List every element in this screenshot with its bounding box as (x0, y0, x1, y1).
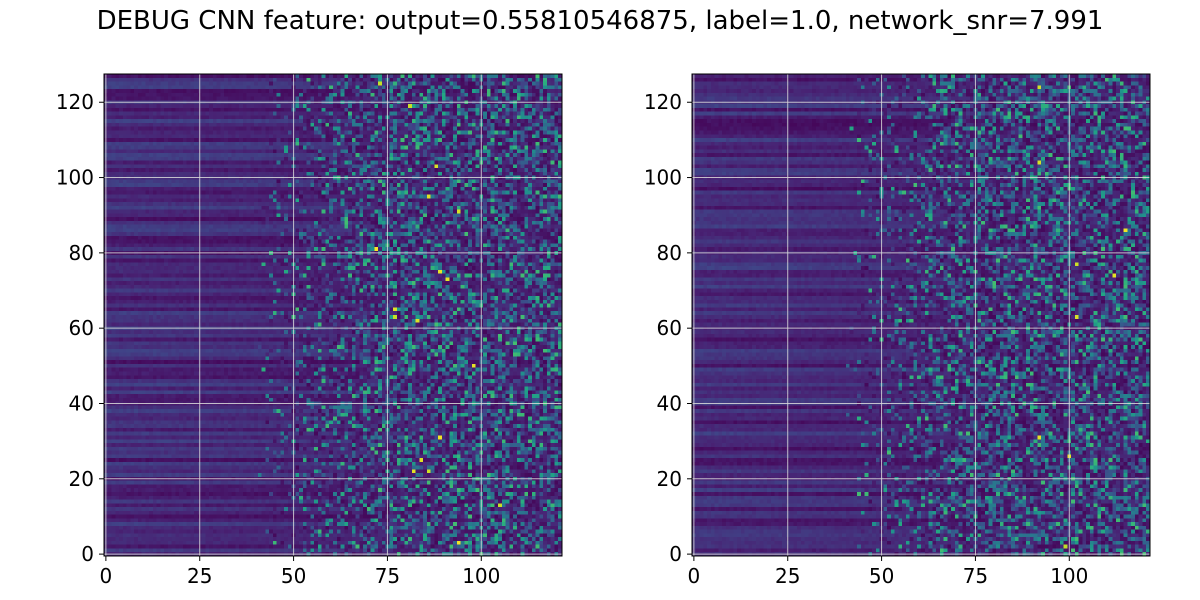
axes-frame (691, 73, 1151, 557)
x-tick-label: 50 (869, 564, 894, 588)
figure-title: DEBUG CNN feature: output=0.55810546875,… (96, 6, 1104, 36)
x-tick-label: 75 (375, 564, 400, 588)
x-tick-label: 25 (775, 564, 800, 588)
x-tick-label: 100 (1050, 564, 1088, 588)
heatmap-cells-2 (692, 74, 1150, 556)
heatmap-panel-1: 0 25 50 75 100 0 20 40 60 80 100 120 (56, 73, 563, 588)
y-tick-label: 40 (69, 391, 94, 415)
heatmap-panel-2: 0 25 50 75 100 0 20 40 60 80 100 120 (644, 73, 1151, 588)
x-tick-label: 25 (187, 564, 212, 588)
x-tick-label: 100 (462, 564, 500, 588)
y-tick-label: 100 (56, 166, 94, 190)
x-tick-label: 0 (688, 564, 701, 588)
y-tick-label: 80 (657, 241, 682, 265)
x-tick-label: 50 (281, 564, 306, 588)
y-tick-label: 60 (69, 316, 94, 340)
y-tick-label: 120 (644, 90, 682, 114)
heatmap-cells-1 (104, 74, 562, 556)
y-tick-label: 60 (657, 316, 682, 340)
axes-frame (103, 73, 563, 557)
x-tick-label: 75 (963, 564, 988, 588)
y-tick-label: 0 (81, 542, 94, 566)
x-tick-label: 0 (100, 564, 113, 588)
y-tick-label: 20 (657, 467, 682, 491)
y-tick-label: 40 (657, 391, 682, 415)
y-tick-label: 80 (69, 241, 94, 265)
y-tick-label: 100 (644, 166, 682, 190)
y-tick-label: 20 (69, 467, 94, 491)
y-tick-label: 120 (56, 90, 94, 114)
y-tick-label: 0 (669, 542, 682, 566)
